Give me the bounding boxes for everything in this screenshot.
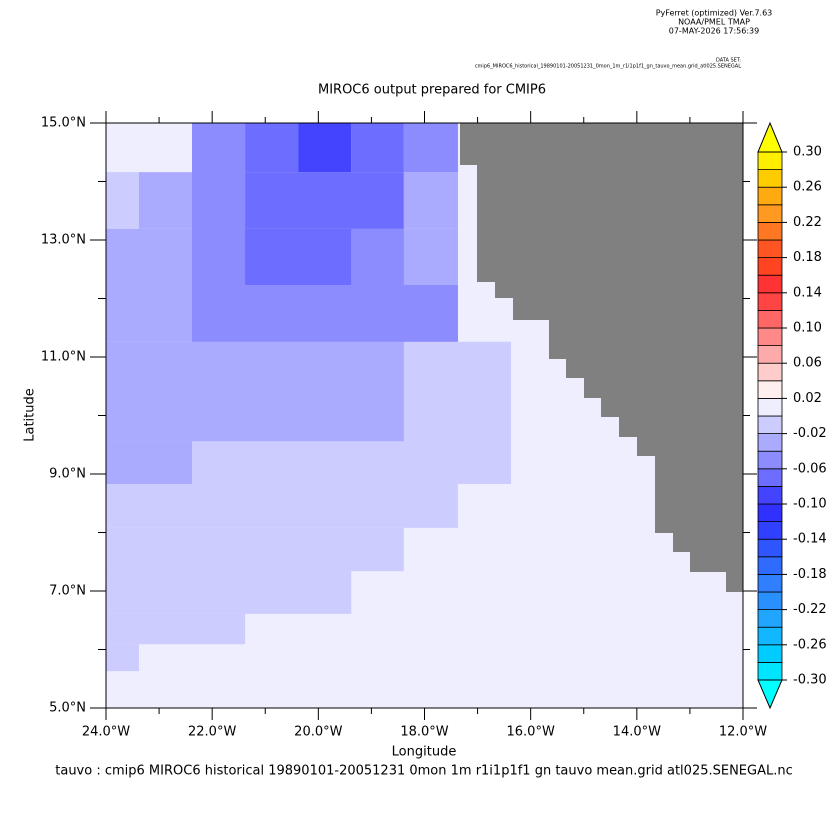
colorbar-bin [757, 309, 783, 329]
cell [245, 228, 352, 286]
cell [106, 341, 404, 442]
header-line: PyFerret (optimized) Ver.7.63 [656, 9, 773, 18]
colorbar-tick-label: -0.02 [793, 426, 827, 441]
x-axis-label: Longitude [392, 745, 457, 760]
cell [106, 172, 139, 229]
colorbar-bin [757, 292, 783, 311]
colorbar-bin [757, 662, 783, 681]
colorbar-tick-label: 0.30 [793, 145, 822, 160]
colorbar-tick-label: 0.22 [793, 215, 822, 230]
y-tick-label: 9.0°N [49, 467, 86, 482]
colorbar-over [757, 121, 783, 153]
y-axis-label: Latitude [23, 388, 38, 442]
colorbar-bin [757, 239, 783, 259]
cell [351, 123, 404, 173]
cell [191, 123, 246, 286]
colorbar-tick-label: -0.30 [793, 673, 827, 688]
cell [106, 571, 352, 614]
colorbar-bin [757, 380, 783, 399]
x-tick-label: 24.0°W [82, 725, 130, 740]
colorbar-tick-label: 0.26 [793, 180, 822, 195]
colorbar-tick-label: -0.26 [793, 637, 827, 652]
colorbar-bin [757, 556, 783, 575]
y-tick-label: 15.0°N [41, 116, 86, 131]
colorbar-tick-label: -0.10 [793, 497, 827, 512]
colorbar-under [757, 679, 783, 710]
colorbar-tick-label: 0.10 [793, 321, 822, 336]
colorbar-bin [757, 574, 783, 593]
colorbar-bin [757, 204, 783, 223]
cell [106, 644, 139, 672]
colorbar-tick-label: 0.06 [793, 356, 822, 371]
colorbar-tick-label: -0.14 [793, 532, 827, 547]
colorbar-bin [757, 521, 783, 540]
header-line: 07-MAY-2026 17:56:39 [669, 27, 759, 36]
cell [403, 172, 458, 229]
colorbar-bin [757, 503, 783, 523]
land [460, 123, 743, 592]
colorbar-tick-label: 0.18 [793, 250, 822, 265]
y-tick-label: 13.0°N [41, 233, 86, 248]
cell [403, 123, 458, 173]
cell [106, 441, 192, 484]
colorbar-bin [757, 397, 783, 417]
cell [245, 172, 404, 229]
colorbar-bin [757, 433, 783, 452]
x-tick-label: 22.0°W [188, 725, 236, 740]
colorbar-bin [757, 626, 783, 646]
colorbar-bin [757, 609, 783, 628]
colorbar-tick-label: 0.02 [793, 391, 822, 406]
footer: tauvo : cmip6 MIROC6 historical 19890101… [55, 764, 793, 779]
colorbar-bin [757, 345, 783, 364]
header-line: NOAA/PMEL TMAP [678, 18, 750, 27]
colorbar-bin [757, 186, 783, 206]
colorbar-bin [757, 151, 783, 171]
colorbar-bin [757, 468, 783, 487]
cell [106, 613, 246, 645]
x-tick-label: 18.0°W [400, 725, 448, 740]
cell [351, 228, 404, 286]
colorbar-bin [757, 485, 783, 505]
y-tick-label: 11.0°N [41, 350, 86, 365]
cell [106, 483, 458, 528]
colorbar-bin [757, 362, 783, 382]
colorbar-bin [757, 257, 783, 276]
x-tick-label: 20.0°W [294, 725, 342, 740]
colorbar-bin [757, 538, 783, 558]
colorbar-bin [757, 415, 783, 435]
cell [245, 123, 299, 173]
colorbar-bin [757, 274, 783, 294]
colorbar-tick-label: -0.18 [793, 567, 827, 582]
dataset-name: cmip6_MIROC6_historical_19890101-2005123… [475, 64, 741, 70]
colorbar-tick-label: -0.22 [793, 602, 827, 617]
dataset-label: DATA SET: [716, 58, 741, 64]
colorbar-bin [757, 221, 783, 241]
y-tick-label: 5.0°N [49, 701, 86, 716]
colorbar-bin [757, 450, 783, 470]
colorbar-tick-label: 0.14 [793, 285, 822, 300]
colorbar-bin [757, 591, 783, 611]
cells [106, 123, 743, 708]
cell [191, 285, 458, 342]
cell [298, 123, 352, 173]
cell [106, 527, 404, 572]
y-tick-label: 7.0°N [49, 584, 86, 599]
x-tick-label: 12.0°W [719, 725, 767, 740]
x-tick-label: 14.0°W [613, 725, 661, 740]
chart-title: MIROC6 output prepared for CMIP6 [318, 83, 546, 98]
colorbar-bin [757, 644, 783, 663]
colorbar-tick-label: -0.06 [793, 461, 827, 476]
colorbar-bin [757, 169, 783, 188]
x-tick-label: 16.0°W [507, 725, 555, 740]
cell [138, 172, 192, 229]
colorbar-bin [757, 327, 783, 347]
